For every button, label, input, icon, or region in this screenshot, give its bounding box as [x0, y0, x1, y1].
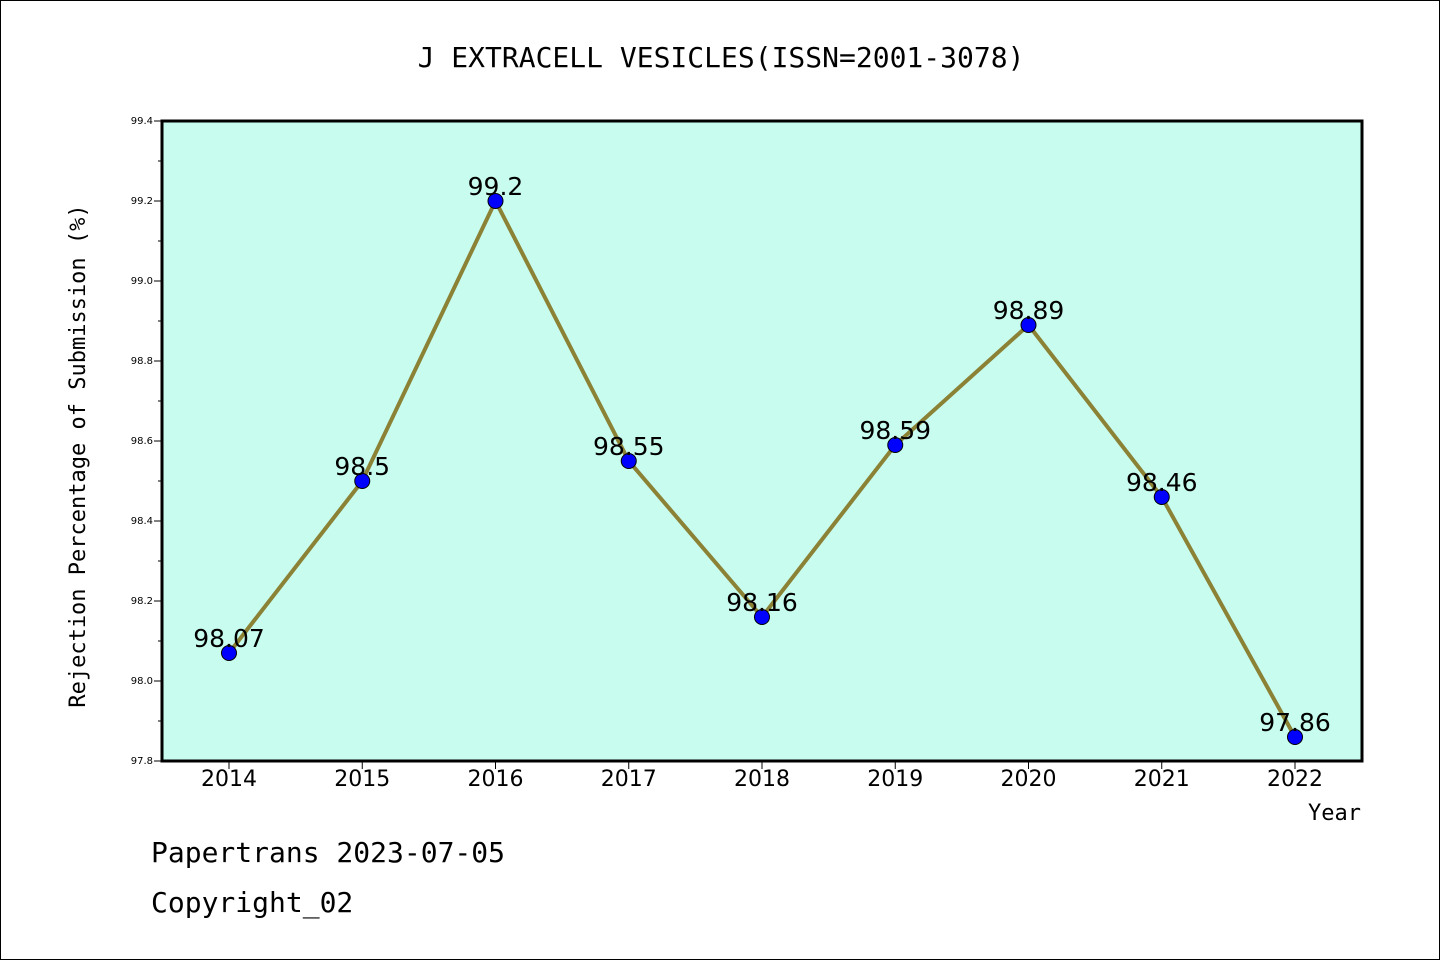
x-tick-label: 2022 — [1267, 767, 1323, 792]
y-tick-label: 98.0 — [131, 676, 153, 687]
plot-frame — [160, 119, 1364, 763]
data-point — [620, 453, 637, 469]
x-tick-label: 2017 — [601, 767, 657, 792]
data-point — [487, 193, 504, 209]
y-tick-label: 97.8 — [131, 756, 153, 767]
x-tick-label: 2014 — [201, 767, 257, 792]
data-label: 98.59 — [859, 416, 931, 445]
chart-title: J EXTRACELL VESICLES(ISSN=2001-3078) — [418, 41, 1025, 74]
plot-area — [162, 121, 1362, 761]
data-point — [754, 609, 770, 625]
data-point — [1153, 489, 1170, 505]
data-point — [887, 437, 904, 453]
y-axis-label: Rejection Percentage of Submission (%) — [66, 204, 91, 707]
y-tick-label: 98.6 — [131, 436, 153, 447]
y-tick-label: 99.2 — [131, 196, 153, 207]
x-tick-label: 2018 — [734, 767, 790, 792]
footer-date: Papertrans 2023-07-05 — [151, 836, 506, 869]
data-label: 97.86 — [1259, 708, 1331, 737]
y-tick-label: 99.4 — [131, 116, 153, 127]
y-tick-label: 98.8 — [131, 356, 153, 367]
x-tick-label: 2016 — [468, 767, 524, 792]
footer-copyright: Copyright_02 — [151, 886, 354, 919]
data-points — [221, 193, 1303, 745]
y-axis: 97.8 98.0 98.2 98.4 98.6 98.8 99.0 99.2 99.4 — [131, 116, 162, 767]
data-label: 98.89 — [993, 296, 1065, 325]
x-tick-label: 2021 — [1134, 767, 1190, 792]
data-point — [354, 473, 371, 489]
data-label: 98.46 — [1126, 468, 1198, 497]
data-label: 98.16 — [726, 588, 798, 617]
y-tick-label: 99.0 — [131, 276, 153, 287]
y-tick-label: 98.4 — [131, 516, 153, 527]
data-labels: 98.07 98.5 99.2 98.55 98.16 98.59 98.89 98.46 97… — [193, 172, 1331, 737]
x-tick-label: 2015 — [334, 767, 390, 792]
data-point — [1287, 729, 1303, 745]
data-label: 98.55 — [593, 432, 665, 461]
x-tick-label: 2020 — [1001, 767, 1057, 792]
data-label: 98.07 — [193, 624, 265, 653]
data-label: 99.2 — [468, 172, 524, 201]
data-label: 98.5 — [334, 452, 390, 481]
x-axis: 2014 2015 2016 2017 2018 2019 2020 2021 2022 — [201, 761, 1323, 792]
data-point — [221, 645, 237, 661]
x-tick-label: 2019 — [867, 767, 923, 792]
y-tick-label: 98.2 — [131, 596, 153, 607]
x-axis-label: Year — [1308, 801, 1361, 826]
data-point — [1020, 317, 1037, 333]
